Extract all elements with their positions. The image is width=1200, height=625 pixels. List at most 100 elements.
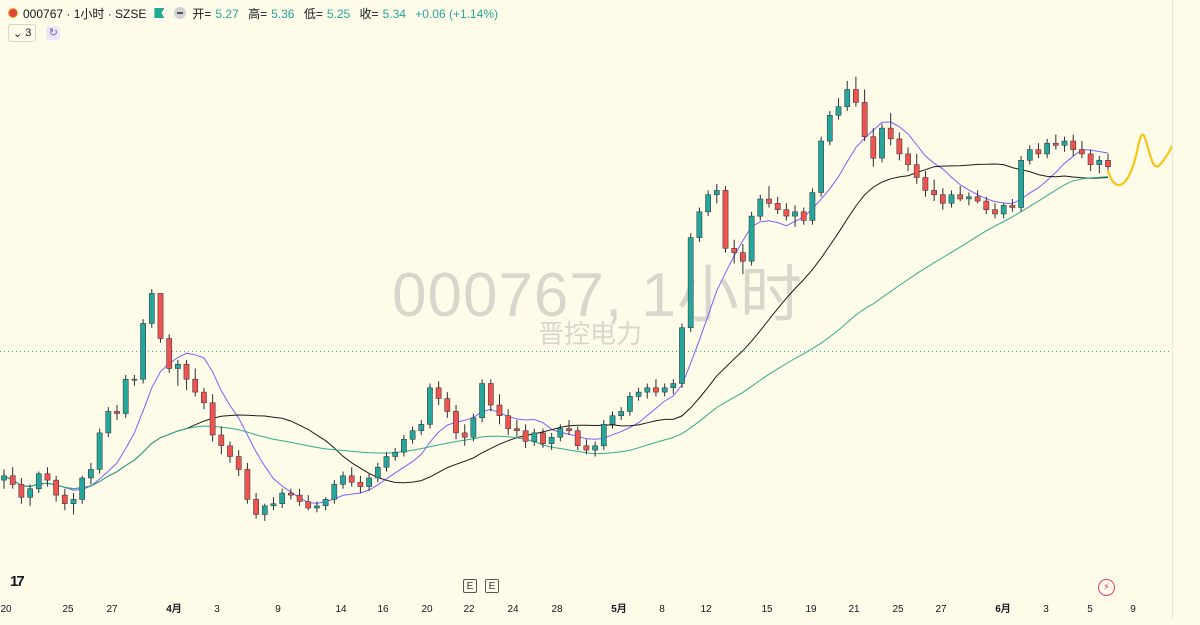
candle (906, 147, 911, 171)
time-axis-tick-label: 27 (106, 604, 118, 615)
candle (106, 407, 111, 437)
candle (1071, 135, 1076, 156)
candle (158, 293, 163, 342)
candle (1019, 156, 1024, 212)
candle (714, 184, 719, 203)
time-axis-tick-label: 6月 (995, 603, 1011, 615)
candle (758, 195, 763, 221)
candle (966, 193, 971, 206)
earnings-event-badge[interactable]: E (463, 579, 477, 593)
candle (141, 319, 146, 383)
candle-body (619, 411, 624, 415)
candle-body (992, 210, 997, 214)
candle (445, 392, 450, 418)
candle (262, 504, 267, 521)
candle (532, 429, 537, 446)
candle (619, 407, 624, 420)
candle (62, 489, 67, 510)
candle-body (549, 437, 554, 443)
candle (697, 208, 702, 242)
candle (80, 476, 85, 504)
candle (471, 414, 476, 442)
candle (601, 420, 606, 450)
time-axis-tick-label: 15 (761, 604, 773, 615)
candle-body (62, 495, 67, 504)
candle (436, 381, 441, 405)
candle (28, 484, 33, 505)
candle (453, 405, 458, 439)
candle (932, 180, 937, 201)
candle (1001, 203, 1006, 218)
tradingview-logo[interactable]: 17 (10, 573, 23, 590)
candle-body (932, 190, 937, 194)
candle (566, 420, 571, 435)
candle (340, 472, 345, 489)
candle-body (167, 339, 172, 369)
candle-body (653, 388, 658, 392)
candle-body (236, 457, 241, 470)
candle-body (36, 474, 41, 489)
candle-body (766, 199, 771, 203)
candle-body (845, 90, 850, 107)
candle-body (584, 446, 589, 450)
time-axis[interactable]: 20 25 27 4月 3 9 14 16 20 22 24 28 5月 8 12 15 19 21 25 27 6月 3… (0, 598, 1172, 620)
candle (245, 463, 250, 504)
time-axis-tick-label: 9 (1130, 604, 1136, 615)
earnings-event-badge[interactable]: E (485, 579, 499, 593)
refresh-icon[interactable]: ↻ (46, 26, 60, 40)
candle (1, 469, 6, 488)
candle (792, 205, 797, 226)
candle-body (514, 429, 519, 431)
candle-body (740, 253, 745, 262)
candle (671, 379, 676, 394)
candle (427, 384, 432, 429)
ma-fast-line (4, 122, 1108, 503)
candle-body (227, 446, 232, 457)
indicators-collapse-button[interactable]: ⌄ 3 (8, 24, 36, 42)
candle-body (1045, 143, 1050, 154)
candle (845, 81, 850, 111)
flag-icon[interactable] (154, 8, 164, 18)
minus-icon[interactable] (174, 7, 186, 19)
candle-body (1071, 141, 1076, 150)
open-value: 5.27 (215, 7, 238, 21)
candle (1097, 156, 1102, 173)
candle-body (697, 212, 702, 238)
candle-body (201, 392, 206, 403)
candle (280, 489, 285, 508)
candle-body (949, 195, 954, 204)
close-label: 收= (360, 7, 379, 21)
candle-body (193, 379, 198, 392)
candle-body (462, 433, 467, 437)
candle (1045, 139, 1050, 158)
candle-body (801, 212, 806, 221)
candle (219, 426, 224, 454)
candle (897, 132, 902, 160)
candle-body (923, 178, 928, 191)
time-axis-tick-label: 20 (421, 604, 433, 615)
candle-body (158, 293, 163, 338)
candle-body (340, 476, 345, 485)
candle-body (1097, 160, 1102, 164)
candle (706, 190, 711, 216)
time-axis-tick-label: 5月 (611, 603, 627, 615)
candle-body (45, 474, 50, 480)
candle (210, 394, 215, 441)
lightning-icon[interactable]: ⚡ (1098, 579, 1115, 596)
candle-body (532, 433, 537, 442)
candle-body (401, 439, 406, 452)
time-axis-tick-label: 3 (214, 604, 220, 615)
candle (323, 497, 328, 510)
candle (497, 394, 502, 424)
change-value: +0.06 (+1.14%) (415, 7, 498, 21)
time-axis-tick-label: 3 (1043, 604, 1049, 615)
candle (123, 375, 128, 418)
candle-body (966, 197, 971, 199)
candle-body (1, 476, 6, 480)
candle (114, 405, 119, 420)
time-axis-tick-label: 4月 (166, 603, 182, 615)
time-axis-tick-label: 9 (275, 604, 281, 615)
candle (167, 334, 172, 373)
symbol-title[interactable]: 000767 · 1小时 · SZSE (23, 5, 146, 22)
